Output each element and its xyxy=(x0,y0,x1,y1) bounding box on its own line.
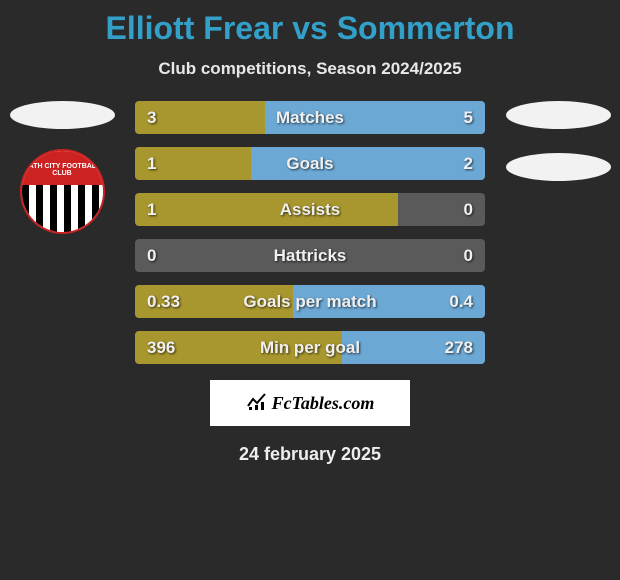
stats-bars: 35Matches 12Goals 10Assists 00Hattricks 0.33… xyxy=(135,101,485,364)
branding-badge: FcTables.com xyxy=(210,380,410,426)
stat-row: 396278Min per goal xyxy=(135,331,485,364)
stat-row: 0.330.4Goals per match xyxy=(135,285,485,318)
stat-row: 00Hattricks xyxy=(135,239,485,272)
date-label: 24 february 2025 xyxy=(0,444,620,465)
stat-row: 10Assists xyxy=(135,193,485,226)
club-badge-stripes xyxy=(22,185,103,232)
player-photo-placeholder-right-2 xyxy=(506,153,611,181)
player-photo-placeholder-left xyxy=(10,101,115,129)
stat-label: Goals xyxy=(135,147,485,180)
left-player-column: BATH CITY FOOTBALL CLUB xyxy=(7,101,117,234)
stat-label: Min per goal xyxy=(135,331,485,364)
branding-text: FcTables.com xyxy=(272,393,375,414)
stat-label: Goals per match xyxy=(135,285,485,318)
player-photo-placeholder-right-1 xyxy=(506,101,611,129)
stat-label: Matches xyxy=(135,101,485,134)
stat-label: Assists xyxy=(135,193,485,226)
chart-icon xyxy=(246,390,268,417)
main-content: BATH CITY FOOTBALL CLUB 35Matches 12Goals… xyxy=(0,101,620,364)
right-player-column xyxy=(503,101,613,181)
stat-label: Hattricks xyxy=(135,239,485,272)
subtitle: Club competitions, Season 2024/2025 xyxy=(0,59,620,79)
club-badge-text: BATH CITY FOOTBALL CLUB xyxy=(22,151,103,189)
page-title: Elliott Frear vs Sommerton xyxy=(0,10,620,47)
comparison-card: Elliott Frear vs Sommerton Club competit… xyxy=(0,0,620,465)
stat-row: 12Goals xyxy=(135,147,485,180)
stat-row: 35Matches xyxy=(135,101,485,134)
club-badge-left: BATH CITY FOOTBALL CLUB xyxy=(20,149,105,234)
